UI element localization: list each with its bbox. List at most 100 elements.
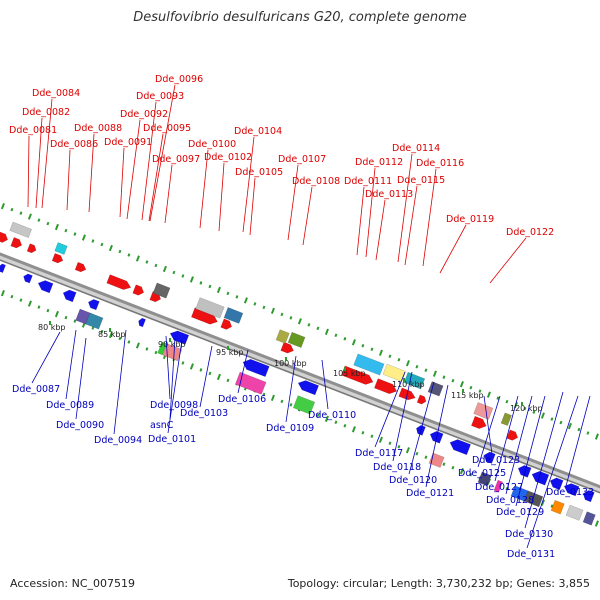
feature-box[interactable]	[493, 479, 503, 493]
forward-gene[interactable]	[26, 243, 37, 254]
forward-gene-label[interactable]: Dde_0115	[397, 175, 445, 186]
reverse-gene[interactable]	[548, 476, 564, 491]
feature-box[interactable]	[157, 341, 167, 356]
reverse-gene[interactable]	[61, 288, 77, 303]
forward-leader-line	[164, 164, 173, 224]
forward-gene-label[interactable]: Dde_0111	[344, 176, 392, 187]
reverse-gene-label[interactable]: Dde_0123	[472, 455, 520, 466]
reverse-gene-label[interactable]: Dde_0098	[150, 400, 198, 411]
feature-box[interactable]	[353, 353, 385, 376]
forward-gene-label[interactable]: Dde_0114	[392, 143, 440, 154]
reverse-gene[interactable]	[530, 469, 550, 486]
reverse-gene-label[interactable]: Dde_0109	[266, 423, 314, 434]
forward-gene-label[interactable]: Dde_0082	[22, 107, 70, 118]
forward-gene-label[interactable]: Dde_0104	[234, 126, 282, 137]
feature-box[interactable]	[477, 471, 492, 487]
forward-gene-label[interactable]: Dde_0119	[446, 214, 494, 225]
reverse-gene[interactable]	[87, 298, 100, 311]
forward-gene-label[interactable]: Dde_0116	[416, 158, 464, 169]
reverse-border-tick	[199, 368, 203, 372]
feature-box[interactable]	[287, 331, 306, 348]
feature-box[interactable]	[85, 312, 104, 330]
feature-box[interactable]	[428, 452, 445, 468]
reverse-gene-label[interactable]: Dde_0118	[373, 462, 421, 473]
forward-gene-label[interactable]: Dde_0081	[9, 125, 57, 136]
reverse-gene-label[interactable]: Dde_0125	[458, 468, 506, 479]
forward-gene-label[interactable]: Dde_0122	[506, 227, 554, 238]
forward-gene-label[interactable]: Dde_0091	[104, 137, 152, 148]
feature-box[interactable]	[223, 307, 244, 324]
reverse-gene-label[interactable]: asnC	[150, 420, 174, 431]
forward-gene-label[interactable]: Dde_0084	[32, 88, 80, 99]
feature-box[interactable]	[54, 242, 68, 255]
forward-gene[interactable]	[341, 365, 374, 387]
forward-gene-label[interactable]: Dde_0096	[155, 74, 203, 85]
reverse-gene-label[interactable]: Dde_0130	[505, 529, 553, 540]
forward-gene-label[interactable]: Dde_0108	[292, 176, 340, 187]
reverse-gene[interactable]	[296, 378, 319, 396]
reverse-gene-label[interactable]: Dde_0133	[546, 487, 594, 498]
reverse-gene[interactable]	[0, 263, 6, 273]
feature-box[interactable]	[582, 511, 596, 526]
reverse-gene-label[interactable]: Dde_0103	[180, 408, 228, 419]
reverse-gene-label[interactable]: Dde_0110	[308, 410, 356, 421]
feature-box[interactable]	[195, 297, 225, 319]
forward-gene-label[interactable]: Dde_0088	[74, 123, 122, 134]
reverse-gene-label[interactable]: Dde_0106	[218, 394, 266, 405]
forward-gene-label[interactable]: Dde_0112	[355, 157, 403, 168]
forward-gene[interactable]	[0, 231, 9, 244]
feature-box[interactable]	[427, 381, 444, 397]
feature-box[interactable]	[234, 371, 267, 395]
forward-gene[interactable]	[51, 253, 64, 264]
feature-box[interactable]	[500, 412, 512, 426]
forward-gene-label[interactable]: Dde_0086	[50, 139, 98, 150]
forward-gene-label[interactable]: Dde_0107	[278, 154, 326, 165]
reverse-gene[interactable]	[36, 279, 54, 294]
reverse-gene-label[interactable]: Dde_0089	[46, 400, 94, 411]
reverse-gene[interactable]	[448, 437, 471, 456]
reverse-gene[interactable]	[22, 273, 33, 284]
reverse-gene[interactable]	[168, 329, 190, 345]
forward-gene-label[interactable]: Dde_0093	[136, 91, 184, 102]
forward-gene[interactable]	[132, 284, 146, 297]
reverse-gene-label[interactable]: Dde_0131	[507, 549, 555, 560]
feature-box[interactable]	[403, 371, 426, 390]
feature-box[interactable]	[152, 282, 171, 299]
reverse-gene-label[interactable]: Dde_0117	[355, 448, 403, 459]
feature-box[interactable]	[550, 499, 565, 515]
forward-gene-label[interactable]: Dde_0100	[188, 139, 236, 150]
reverse-gene-label[interactable]: Dde_0087	[12, 384, 60, 395]
forward-gene-label[interactable]: Dde_0113	[365, 189, 413, 200]
reverse-gene-label[interactable]: Dde_0128	[486, 495, 534, 506]
forward-gene[interactable]	[471, 415, 488, 430]
forward-gene[interactable]	[74, 261, 87, 273]
feature-box[interactable]	[565, 504, 584, 521]
forward-gene[interactable]	[220, 318, 234, 331]
reverse-gene[interactable]	[482, 451, 496, 464]
forward-gene[interactable]	[10, 237, 24, 249]
feature-box[interactable]	[275, 329, 290, 344]
forward-gene[interactable]	[106, 274, 133, 292]
feature-box[interactable]	[9, 221, 32, 238]
reverse-gene-label[interactable]: Dde_0127	[475, 482, 523, 493]
reverse-gene[interactable]	[581, 489, 595, 503]
reverse-gene-label[interactable]: Dde_0121	[406, 488, 454, 499]
reverse-gene-label[interactable]: Dde_0120	[389, 475, 437, 486]
reverse-gene[interactable]	[562, 482, 580, 497]
forward-gene-label[interactable]: Dde_0105	[235, 167, 283, 178]
forward-gene[interactable]	[416, 394, 427, 405]
feature-box[interactable]	[382, 363, 406, 382]
reverse-gene-label[interactable]: Dde_0101	[148, 434, 196, 445]
forward-gene-label[interactable]: Dde_0097	[152, 154, 200, 165]
feature-box[interactable]	[292, 395, 316, 415]
forward-gene-label[interactable]: Dde_0102	[204, 152, 252, 163]
forward-gene[interactable]	[280, 341, 295, 355]
reverse-gene-label[interactable]: Dde_0094	[94, 435, 142, 446]
forward-gene[interactable]	[374, 378, 398, 396]
reverse-gene[interactable]	[137, 317, 146, 328]
reverse-gene[interactable]	[241, 357, 270, 378]
reverse-gene-label[interactable]: Dde_0129	[496, 507, 544, 518]
reverse-gene-label[interactable]: Dde_0090	[56, 420, 104, 431]
feature-box[interactable]	[473, 402, 494, 420]
forward-gene-label[interactable]: Dde_0092	[120, 109, 168, 120]
